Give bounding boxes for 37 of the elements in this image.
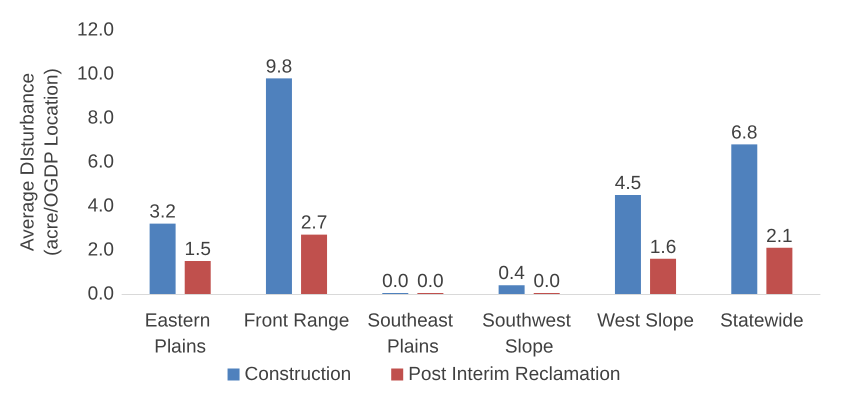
bar [498, 285, 525, 294]
y-tick-label: 12.0 [77, 20, 114, 40]
bar [266, 78, 292, 294]
y-tick-label: 6.0 [88, 152, 114, 172]
bar [184, 261, 211, 294]
data-label: 0.0 [417, 271, 444, 292]
data-label: 0.0 [382, 271, 408, 292]
data-label: 4.5 [614, 173, 642, 194]
bar [731, 144, 758, 294]
legend-label: Post Interim Reclamation [408, 364, 620, 385]
y-tick-label: 8.0 [88, 108, 114, 128]
y-tick-label: 2.0 [88, 240, 114, 260]
bar [766, 248, 792, 294]
data-label: 9.8 [266, 56, 292, 78]
data-label: 1.6 [650, 236, 676, 258]
y-tick-label: 0.0 [88, 284, 114, 304]
data-label: 0.0 [534, 271, 560, 292]
data-label: 6.8 [731, 122, 758, 144]
bar [614, 195, 641, 294]
x-tick-label: West Slope [597, 310, 694, 332]
x-tick-label: Southwest Slope [482, 310, 576, 358]
bar [301, 234, 328, 294]
data-label: 2.1 [766, 226, 793, 247]
data-label: 2.7 [300, 212, 328, 234]
x-tick-label: Front Range [244, 310, 350, 332]
data-label: 1.5 [184, 239, 211, 260]
x-tick-label: Eastern Plains [144, 310, 216, 358]
bar [650, 258, 676, 294]
x-tick-label: Southeast Plains [367, 310, 458, 358]
y-axis-title: Average DIsturbance (acre/OGDP Location) [18, 68, 62, 256]
x-tick-label: Statewide [720, 310, 804, 332]
legend-label: Construction [244, 364, 352, 385]
data-label: 0.4 [498, 263, 526, 284]
data-label: 3.2 [149, 202, 176, 223]
y-tick-label: 4.0 [88, 196, 114, 216]
y-tick-label: 10.0 [77, 64, 114, 84]
bar [150, 224, 176, 294]
